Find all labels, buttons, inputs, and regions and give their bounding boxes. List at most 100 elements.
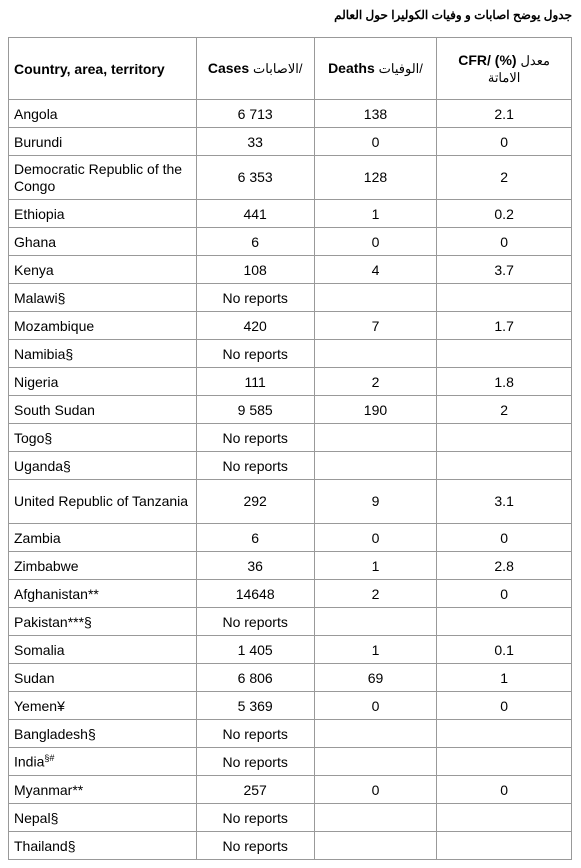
country-cell: Democratic Republic of the Congo	[8, 155, 197, 200]
header-ar: /الاصابات	[253, 61, 303, 76]
cfr-cell: 2.8	[436, 551, 572, 580]
table-row: Zimbabwe 36 1 2.8	[8, 551, 572, 580]
country-name: Ghana	[14, 233, 57, 250]
country-cell: Afghanistan**	[8, 579, 197, 608]
header-row: Country, area, territory Cases /الاصابات D…	[8, 37, 572, 100]
deaths-cell	[313, 283, 438, 312]
cfr-cell	[436, 607, 572, 636]
table-row: Nigeria 111 2 1.8	[8, 367, 572, 396]
table-row: Afghanistan** 14648 2 0	[8, 579, 572, 608]
country-cell: Ethiopia	[8, 199, 197, 228]
cases-value: No reports	[222, 345, 288, 362]
deaths-cell	[313, 831, 438, 860]
deaths-cell	[313, 719, 438, 748]
country-cell: Namibia§	[8, 339, 197, 368]
cases-value: 9 585	[237, 401, 273, 418]
cases-cell: 6	[195, 523, 315, 552]
country-cell: Mozambique	[8, 311, 197, 340]
table-row: Kenya 108 4 3.7	[8, 255, 572, 284]
cases-value: 108	[243, 261, 267, 278]
cases-value: 6 353	[237, 169, 273, 185]
country-cell: Ghana	[8, 227, 197, 256]
cfr-cell	[436, 719, 572, 748]
country-name: Nigeria	[14, 373, 59, 390]
deaths-value: 1	[371, 641, 380, 658]
cases-cell: 6	[195, 227, 315, 256]
cases-cell: No reports	[195, 803, 315, 832]
cfr-value: 3.7	[494, 261, 514, 278]
country-name: Burundi	[14, 133, 63, 150]
cfr-value: 0	[500, 585, 509, 602]
deaths-value: 1	[371, 205, 380, 222]
deaths-value: 7	[371, 317, 380, 334]
country-cell: Zambia	[8, 523, 197, 552]
cfr-cell: 1	[436, 663, 572, 692]
deaths-cell	[313, 339, 438, 368]
cases-cell: 14648	[195, 579, 315, 608]
country-cell: Somalia	[8, 635, 197, 664]
column-header: Country, area, territory	[8, 37, 197, 100]
cfr-cell: 0.1	[436, 635, 572, 664]
deaths-value: 138	[363, 105, 388, 122]
country-name: India	[14, 753, 45, 770]
cases-cell: 441	[195, 199, 315, 228]
cfr-cell	[436, 451, 572, 480]
cases-value: 14648	[235, 585, 275, 602]
country-cell: United Republic of Tanzania	[8, 479, 197, 524]
country-cell: Angola	[8, 99, 197, 128]
deaths-value: 4	[371, 261, 380, 278]
cases-value: 36	[247, 557, 263, 574]
cases-value: 257	[243, 781, 267, 798]
cfr-value: 1.8	[494, 373, 514, 390]
column-header: Cases /الاصابات	[195, 37, 315, 100]
deaths-cell	[313, 747, 438, 776]
deaths-cell: 7	[313, 311, 438, 340]
cfr-cell	[436, 283, 572, 312]
table-row: Yemen¥ 5 369 0 0	[8, 691, 572, 720]
deaths-cell: 1	[313, 199, 438, 228]
country-name: Malawi§	[14, 289, 66, 306]
country-name: Nepal§	[14, 809, 59, 826]
table-row: Mozambique 420 7 1.7	[8, 311, 572, 340]
cfr-value: 0.2	[494, 205, 514, 222]
cfr-cell	[436, 339, 572, 368]
cases-cell: 36	[195, 551, 315, 580]
country-name: Ethiopia	[14, 205, 65, 222]
cases-cell: No reports	[195, 423, 315, 452]
cholera-table: Country, area, territory Cases /الاصابات D…	[8, 37, 572, 860]
cfr-cell: 1.8	[436, 367, 572, 396]
country-name: Afghanistan**	[14, 585, 99, 602]
deaths-value: 0	[371, 233, 380, 250]
country-cell: Uganda§	[8, 451, 197, 480]
table-row: Ethiopia 441 1 0.2	[8, 199, 572, 228]
table-row: Malawi§ No reports	[8, 283, 572, 312]
header-en: Cases	[207, 60, 250, 76]
deaths-cell: 1	[313, 551, 438, 580]
cfr-cell: 0	[436, 775, 572, 804]
deaths-cell: 1	[313, 635, 438, 664]
table-row: South Sudan 9 585 190 2	[8, 395, 572, 424]
table-row: United Republic of Tanzania 292 9 3.1	[8, 479, 572, 524]
cfr-cell: 3.7	[436, 255, 572, 284]
deaths-cell: 128	[313, 155, 438, 200]
table-row: Bangladesh§ No reports	[8, 719, 572, 748]
cfr-cell: 0	[436, 227, 572, 256]
country-cell: Togo§	[8, 423, 197, 452]
cases-cell: 33	[195, 127, 315, 156]
country-cell: Sudan	[8, 663, 197, 692]
cases-cell: 6 806	[195, 663, 315, 692]
country-name: Pakistan***§	[14, 613, 92, 630]
cfr-value: 2	[500, 169, 509, 185]
cases-value: No reports	[222, 837, 288, 854]
country-cell: Nepal§	[8, 803, 197, 832]
header-en: CFR/ (%)	[458, 51, 517, 68]
cfr-cell: 0	[436, 523, 572, 552]
country-cell: Yemen¥	[8, 691, 197, 720]
cfr-cell: 2	[436, 155, 572, 200]
table-row: Angola 6 713 138 2.1	[8, 99, 572, 128]
cases-value: No reports	[222, 753, 288, 770]
cfr-value: 2.8	[494, 557, 514, 574]
cases-cell: 111	[195, 367, 315, 396]
cfr-value: 0	[500, 781, 509, 798]
table-row: Thailand§ No reports	[8, 831, 572, 860]
